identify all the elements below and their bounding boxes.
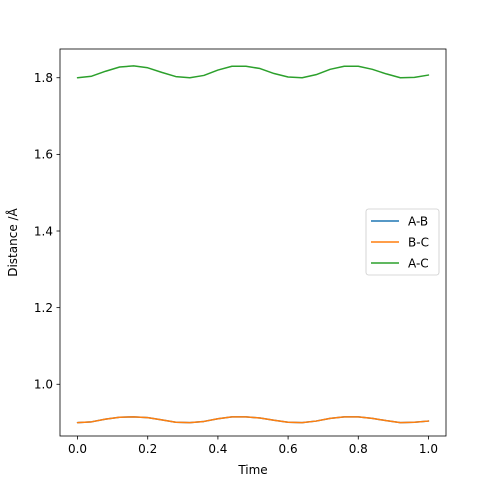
y-tick-label: 1.2 (34, 301, 53, 315)
x-tick-label: 1.0 (419, 442, 438, 456)
plot-lines (76, 65, 430, 424)
x-tick-label: 0.2 (138, 442, 157, 456)
series-line-a-c (76, 65, 430, 79)
series-line-b-c (76, 416, 430, 424)
y-axis: 1.0 1.2 1.4 1.6 1.8 (34, 71, 60, 392)
legend-label-a-b: A-B (408, 214, 428, 228)
y-tick-label: 1.0 (34, 378, 53, 392)
legend-box (365, 208, 440, 276)
y-axis-label: Distance /Å (5, 207, 20, 276)
x-tick-label: 0.8 (349, 442, 368, 456)
x-axis-label: Time (237, 463, 267, 477)
x-tick-label: 0.0 (68, 442, 87, 456)
axes-frame (59, 48, 447, 437)
x-axis: 0.0 0.2 0.4 0.6 0.8 1.0 (68, 436, 438, 456)
y-tick-label: 1.8 (34, 71, 53, 85)
legend-label-b-c: B-C (408, 235, 429, 249)
y-tick-label: 1.6 (34, 148, 53, 162)
y-tick-label: 1.4 (34, 224, 53, 238)
legend: A-B B-C A-C (365, 208, 440, 276)
x-tick-label: 0.4 (208, 442, 227, 456)
legend-label-a-c: A-C (408, 256, 429, 270)
x-tick-label: 0.6 (279, 442, 298, 456)
